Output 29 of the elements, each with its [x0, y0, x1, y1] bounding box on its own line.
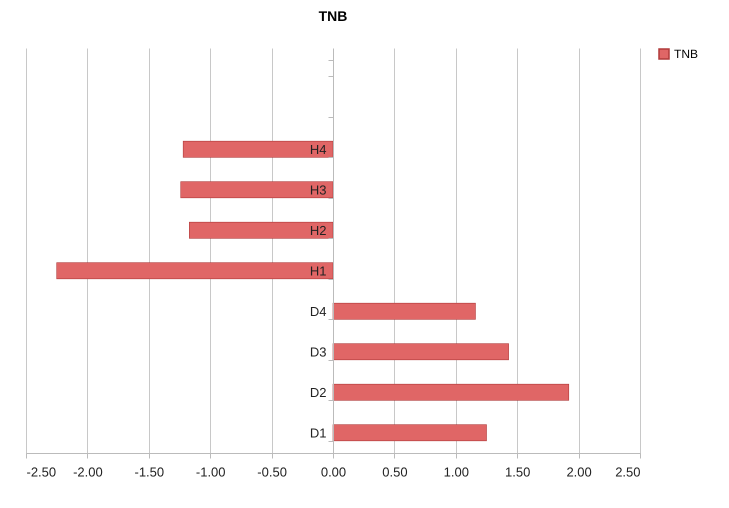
y-tick-label: H3	[310, 182, 326, 198]
y-tick-label: H2	[310, 222, 326, 238]
x-tick-label: 0.50	[382, 464, 408, 480]
x-tick-label: -2.00	[73, 464, 103, 480]
x-tick-label: 1.50	[505, 464, 530, 480]
y-tick-label: D4	[310, 304, 326, 319]
x-tick-label: -0.50	[257, 464, 287, 480]
y-tick-label: H4	[310, 142, 326, 157]
bar	[182, 140, 334, 158]
bar	[332, 424, 487, 442]
bar	[332, 384, 570, 401]
x-tick-label: -2.50	[26, 464, 56, 480]
bar	[332, 302, 476, 320]
x-tick-label: -1.00	[196, 464, 226, 480]
x-tick-label: 0.00	[320, 464, 346, 480]
x-tick-label: 2.50	[615, 464, 640, 480]
x-tick-label: 2.00	[566, 464, 592, 480]
bar	[180, 181, 334, 198]
legend-label: TNB	[674, 47, 698, 61]
chart-title: TNB	[318, 8, 348, 24]
bar	[189, 222, 334, 239]
bar	[56, 262, 334, 280]
bar	[332, 343, 509, 360]
x-tick-label: -1.50	[134, 464, 164, 480]
y-tick-label: D2	[310, 384, 326, 400]
y-tick-label: D3	[310, 344, 326, 360]
y-tick-label: H1	[310, 263, 326, 278]
y-tick-label: D1	[310, 425, 326, 440]
x-tick-label: 1.00	[444, 464, 469, 480]
